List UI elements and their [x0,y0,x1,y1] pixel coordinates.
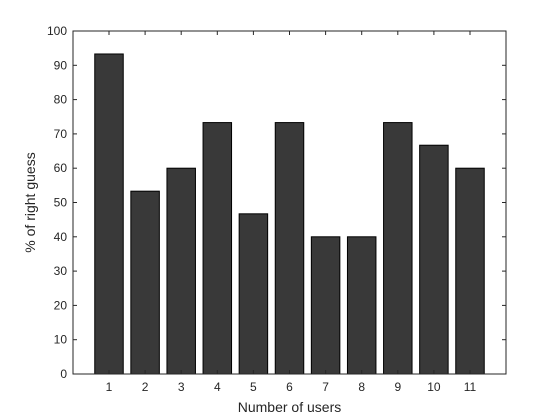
y-tick-label-70: 70 [54,127,68,141]
x-tick-label-10: 10 [427,380,441,394]
bar-6 [274,122,305,375]
y-tick-label-90: 90 [54,58,68,72]
x-tick-label-4: 4 [214,380,221,394]
y-tick-label-30: 30 [54,264,68,278]
x-tick-label-9: 9 [394,380,401,394]
bar-1 [94,53,124,375]
bar-3 [166,167,196,375]
bars-group [94,53,485,375]
bar-11 [455,167,485,375]
x-tick-label-5: 5 [250,380,257,394]
y-tick-label-80: 80 [54,93,68,107]
x-tick-label-7: 7 [322,380,329,394]
y-tick-label-20: 20 [54,298,68,312]
x-tick-label-6: 6 [286,380,293,394]
bar-5 [238,213,269,375]
y-tick-label-40: 40 [54,230,68,244]
x-tick-label-11: 11 [464,380,477,394]
x-axis-label: Number of users [238,399,341,415]
bar-9 [383,122,413,375]
bar-4 [202,122,233,375]
y-tick-label-50: 50 [54,196,68,210]
y-axis-label: % of right guess [22,152,38,252]
bar-10 [419,144,449,375]
x-tick-label-2: 2 [142,380,149,394]
y-tick-label-10: 10 [54,333,68,347]
bar-7 [310,236,341,375]
y-tick-label-100: 100 [47,24,67,38]
y-tick-label-60: 60 [54,161,68,175]
x-tick-label-8: 8 [358,380,365,394]
x-tick-label-3: 3 [178,380,185,394]
y-tick-label-0: 0 [60,367,67,381]
plot-frame [72,30,507,375]
bar-2 [130,190,160,375]
y-ticks: 0 10 20 30 40 50 60 70 80 90 100 [47,24,506,381]
bar-8 [346,236,377,375]
x-ticks: 1 2 3 4 5 6 7 8 9 10 11 [106,31,477,394]
x-tick-label-1: 1 [106,380,113,394]
